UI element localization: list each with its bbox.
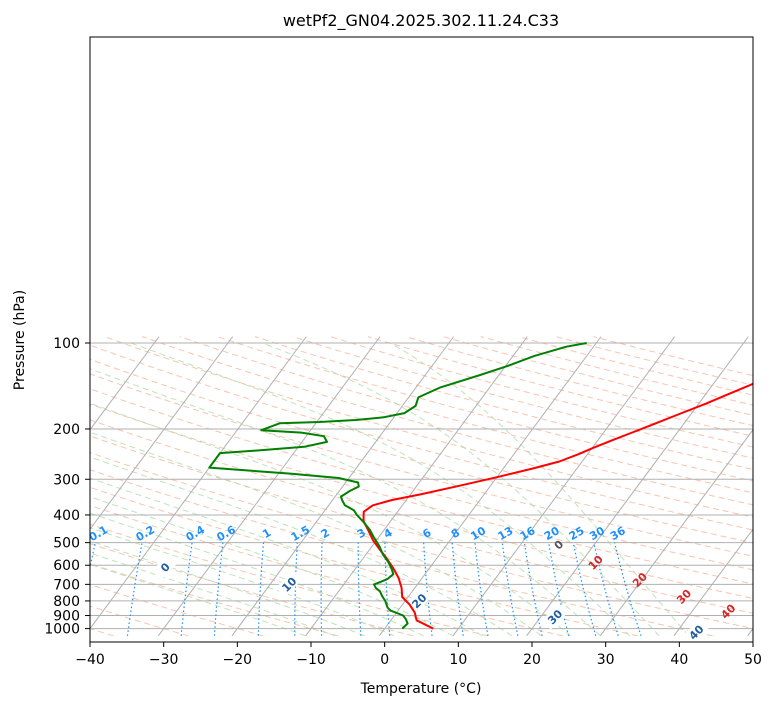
y-tick-label: 400 — [53, 508, 80, 524]
dry-adiabat-line — [90, 403, 753, 585]
dry-adiabat-label-bg — [541, 603, 568, 630]
x-tick-label: 30 — [597, 652, 615, 668]
temperature-profile — [362, 382, 753, 630]
x-tick-label: 20 — [523, 652, 541, 668]
dry-adiabat-line — [90, 373, 753, 557]
isotherm-line — [378, 336, 602, 637]
isotherm-line — [90, 336, 234, 531]
mixing-ratio-line — [213, 542, 224, 636]
x-tick-label: −20 — [223, 652, 253, 668]
dry-adiabat-line — [179, 336, 753, 494]
moist-adiabat-line — [262, 342, 660, 637]
x-tick-label: 10 — [449, 652, 467, 668]
chart-title: wetPf2_GN04.2025.302.11.24.C33 — [283, 11, 559, 31]
mixing-ratio-line — [257, 542, 265, 636]
mixing-ratio-line — [423, 542, 433, 636]
background-grid — [90, 336, 753, 637]
isotherm-line — [231, 336, 455, 637]
dewpoint-profile — [208, 342, 587, 630]
y-tick-label: 1000 — [44, 622, 80, 638]
x-tick-label: 50 — [744, 652, 762, 668]
isotherm-line — [452, 336, 676, 637]
y-tick-label: 800 — [53, 594, 80, 610]
isotherm-line — [305, 336, 528, 637]
dry-adiabat-label-bg — [151, 553, 178, 581]
isotherm-line — [599, 428, 753, 637]
dry-adiabat-line — [90, 419, 753, 599]
isotherm-line — [526, 336, 749, 637]
isotherm-line — [157, 336, 381, 637]
isotherm-line — [90, 336, 307, 630]
mixing-ratio-line — [180, 542, 193, 636]
y-axis-label: Pressure (hPa) — [12, 290, 28, 390]
mixing-ratio-line — [90, 542, 96, 571]
mixing-ratio-line — [501, 542, 519, 636]
y-tick-label: 700 — [53, 577, 80, 593]
sounding-profiles — [208, 342, 753, 630]
y-tick-label: 900 — [53, 609, 80, 625]
dry-adiabat-label-bg — [275, 570, 302, 598]
y-tick-label: 600 — [53, 558, 80, 574]
x-tick-label: 0 — [380, 652, 389, 668]
y-tick-label: 200 — [53, 422, 80, 438]
moist-adiabat-line — [90, 552, 336, 637]
y-tick-label: 500 — [53, 536, 80, 552]
x-axis-label: Temperature (°C) — [360, 681, 482, 697]
isotherm-line — [90, 336, 160, 431]
x-tick-label: 40 — [670, 652, 688, 668]
isotherm-line — [673, 528, 753, 637]
dry-adiabat-line — [90, 504, 564, 637]
mixing-ratio-line — [474, 542, 489, 636]
mixing-ratio-line — [614, 542, 642, 637]
mixing-ratio-line — [523, 542, 543, 636]
x-tick-label: −10 — [296, 652, 326, 668]
mixing-ratio-line — [384, 542, 391, 636]
dry-adiabat-line — [254, 336, 753, 470]
y-tick-label: 300 — [53, 472, 80, 488]
y-tick-label: 100 — [53, 336, 80, 352]
dry-adiabat-line — [90, 388, 753, 571]
plot-frame — [89, 36, 754, 643]
dry-adiabat-line — [90, 344, 753, 531]
mixing-ratio-line — [126, 542, 143, 636]
moist-adiabat-line — [90, 512, 424, 637]
mixing-ratio-line — [451, 542, 464, 636]
dry-adiabat-line — [90, 435, 753, 614]
dry-adiabat-line — [90, 452, 753, 630]
moist-adiabat-line — [390, 342, 690, 637]
x-tick-label: −40 — [75, 652, 105, 668]
dry-adiabat-label-bg — [682, 618, 709, 642]
mixing-ratio-line — [357, 542, 362, 636]
x-tick-label: −30 — [149, 652, 179, 668]
